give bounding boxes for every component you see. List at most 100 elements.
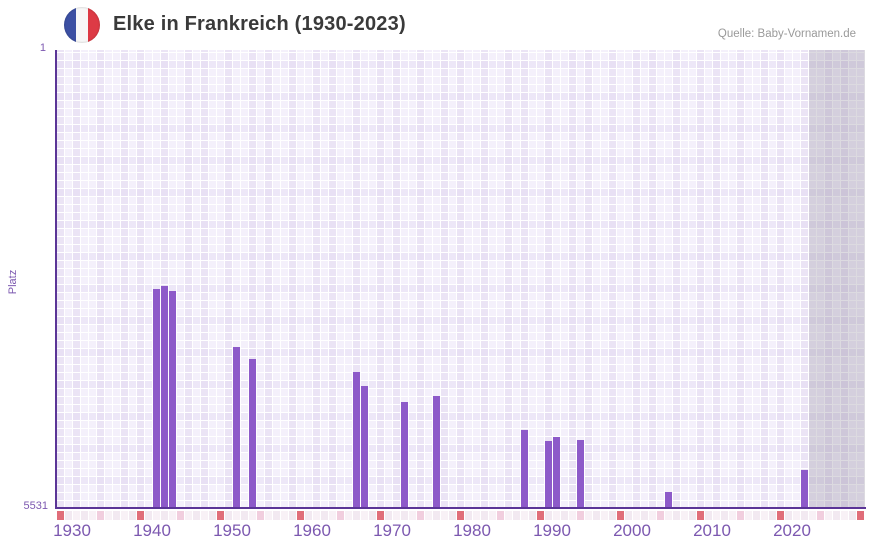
year-tick-1983 [481,511,488,520]
year-tick-1954 [249,511,256,520]
france-flag-icon [64,7,100,43]
year-tick-1947 [193,511,200,520]
y-axis-line [55,50,57,509]
year-tick-2027 [833,511,840,520]
rank-bar-2006[interactable] [665,492,672,508]
year-tick-1943 [161,511,168,520]
rank-bar-1967[interactable] [353,372,360,508]
year-tick-2020 [777,511,784,520]
year-tick-2022 [793,511,800,520]
year-tick-1962 [313,511,320,520]
year-tick-1963 [321,511,328,520]
year-tick-2016 [745,511,752,520]
year-tick-1990 [537,511,544,520]
x-axis-label-2000: 2000 [613,521,651,540]
year-tick-2003 [641,511,648,520]
x-axis-label-1980: 1980 [453,521,491,540]
year-tick-2011 [705,511,712,520]
year-tick-1975 [417,511,424,520]
year-tick-2019 [769,511,776,520]
year-tick-1996 [585,511,592,520]
year-tick-2021 [785,511,792,520]
year-tick-1952 [233,511,240,520]
year-tick-2013 [721,511,728,520]
year-tick-2029 [849,511,856,520]
year-tick-1973 [401,511,408,520]
year-tick-1957 [273,511,280,520]
year-tick-2009 [689,511,696,520]
rank-bar-1977[interactable] [433,396,440,508]
year-tick-1991 [545,511,552,520]
year-tick-1930 [57,511,64,520]
year-tick-1931 [65,511,72,520]
year-tick-2028 [841,511,848,520]
rank-bar-1992[interactable] [553,437,560,508]
year-tick-1986 [505,511,512,520]
y-axis-top-label: 1 [39,42,46,54]
year-tick-1948 [201,511,208,520]
x-axis-label-1930: 1930 [53,521,91,540]
chart-title: Elke in Frankreich (1930-2023) [113,13,406,35]
x-axis-label-1940: 1940 [133,521,171,540]
rank-bar-1973[interactable] [401,402,408,508]
year-tick-1940 [137,511,144,520]
year-tick-2007 [673,511,680,520]
year-tick-1939 [129,511,136,520]
year-tick-2010 [697,511,704,520]
year-tick-1955 [257,511,264,520]
year-tick-1995 [577,511,584,520]
year-tick-1956 [265,511,272,520]
year-tick-1976 [425,511,432,520]
year-tick-1946 [185,511,192,520]
year-tick-1933 [81,511,88,520]
year-tick-1960 [297,511,304,520]
rank-bar-1942[interactable] [153,289,160,508]
year-tick-1934 [89,511,96,520]
year-tick-2004 [649,511,656,520]
year-tick-2005 [657,511,664,520]
year-tick-2002 [633,511,640,520]
rank-bar-1954[interactable] [249,359,256,508]
year-tick-2025 [817,511,824,520]
year-tick-1949 [209,511,216,520]
year-tick-1989 [529,511,536,520]
year-tick-2014 [729,511,736,520]
year-tick-1987 [513,511,520,520]
x-axis-label-1950: 1950 [213,521,251,540]
y-axis-title: Platz [7,269,19,295]
year-tick-1953 [241,511,248,520]
year-tick-2024 [809,511,816,520]
rank-bar-1991[interactable] [545,441,552,508]
year-tick-2030 [857,511,864,520]
year-tick-1993 [561,511,568,520]
year-tick-2026 [825,511,832,520]
rank-bar-1943[interactable] [161,286,168,508]
year-tick-1982 [473,511,480,520]
year-tick-1951 [225,511,232,520]
year-tick-1978 [441,511,448,520]
y-axis-bottom-label: 5531 [23,500,48,512]
year-tick-1984 [489,511,496,520]
x-axis-label-1960: 1960 [293,521,331,540]
rank-bar-1944[interactable] [169,291,176,508]
year-tick-2006 [665,511,672,520]
year-tick-1988 [521,511,528,520]
rank-bar-2023[interactable] [801,470,808,508]
rank-bar-1988[interactable] [521,430,528,508]
year-tick-2015 [737,511,744,520]
year-tick-1994 [569,511,576,520]
year-tick-1997 [593,511,600,520]
year-tick-1965 [337,511,344,520]
year-tick-1974 [409,511,416,520]
year-tick-1977 [433,511,440,520]
year-tick-1968 [361,511,368,520]
rank-bar-1952[interactable] [233,347,240,508]
year-tick-1980 [457,511,464,520]
rank-bar-1968[interactable] [361,386,368,508]
source-attribution: Quelle: Baby-Vornamen.de [717,28,856,40]
rank-bar-1995[interactable] [577,440,584,508]
year-tick-2012 [713,511,720,520]
year-tick-2017 [753,511,760,520]
year-tick-1941 [145,511,152,520]
